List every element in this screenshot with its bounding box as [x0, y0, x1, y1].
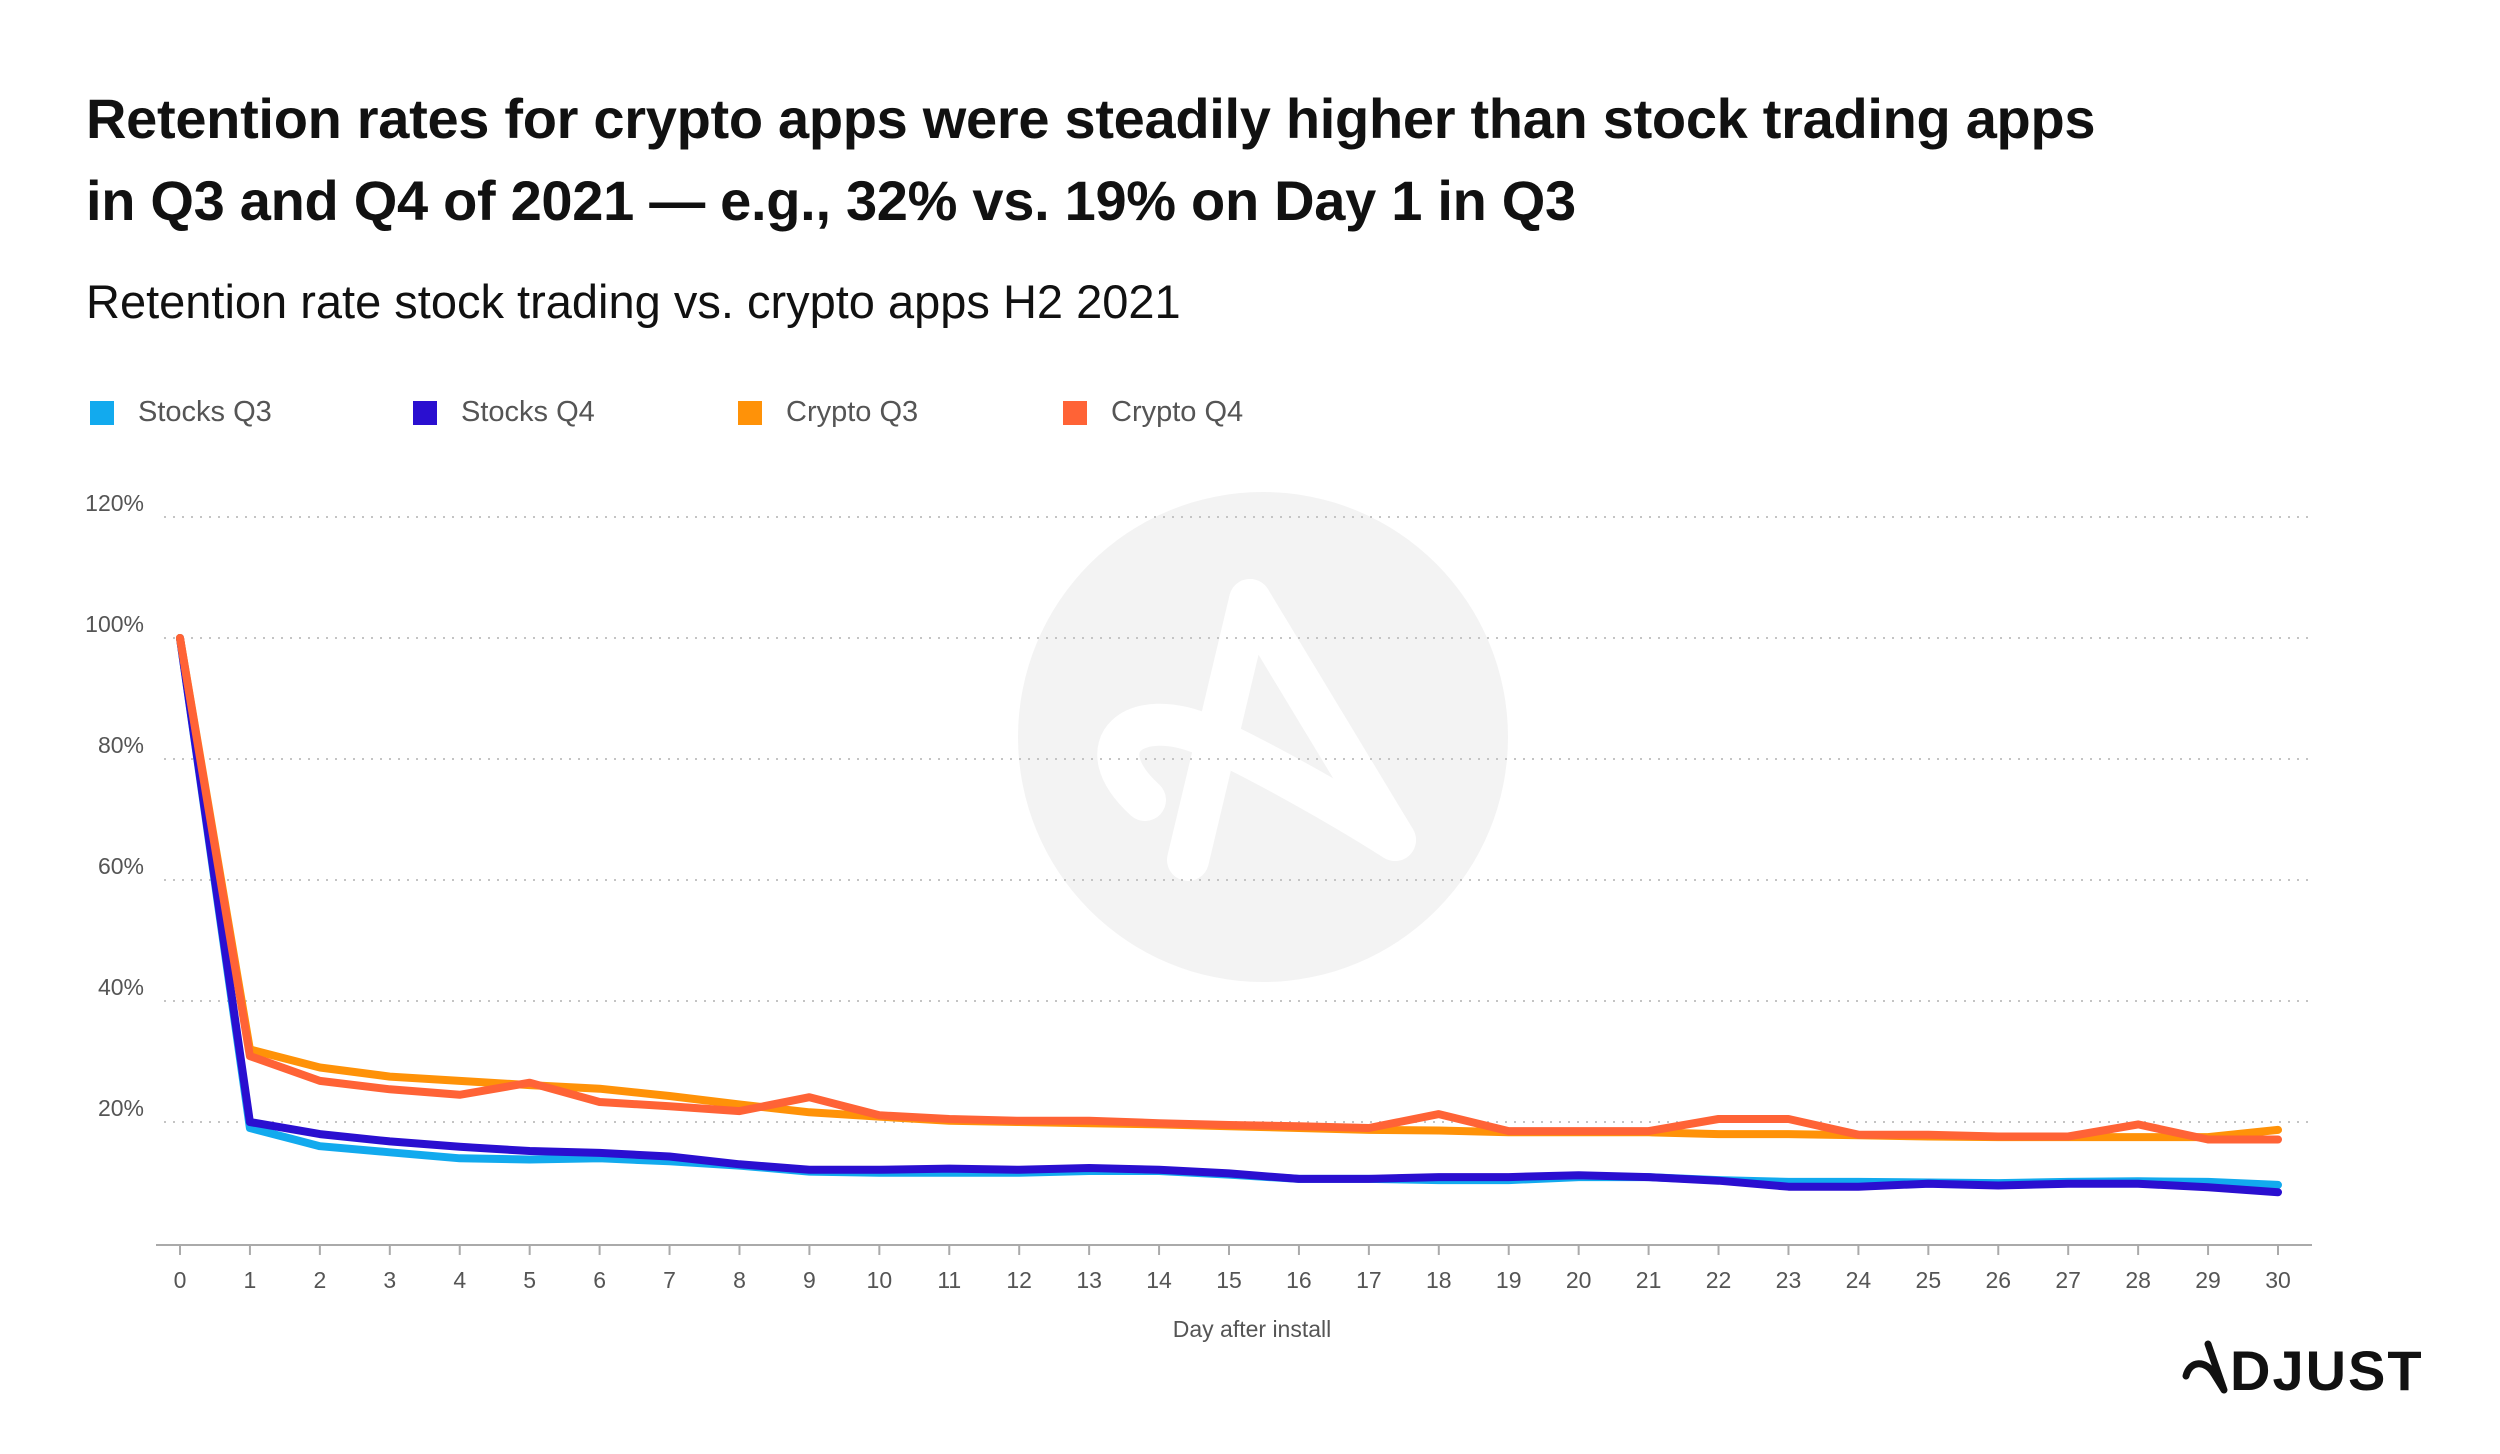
legend-swatch-crypto-q4 — [1063, 401, 1087, 425]
x-tick-label-10: 10 — [867, 1267, 893, 1293]
x-tick-label-0: 0 — [174, 1267, 187, 1293]
x-tick-label-5: 5 — [523, 1267, 536, 1293]
x-tick-label-24: 24 — [1846, 1267, 1872, 1293]
x-tick-label-14: 14 — [1146, 1267, 1172, 1293]
legend-label-stocks-q3: Stocks Q3 — [138, 396, 272, 428]
x-tick-label-16: 16 — [1286, 1267, 1312, 1293]
x-tick-label-29: 29 — [2195, 1267, 2221, 1293]
x-tick-label-15: 15 — [1216, 1267, 1242, 1293]
x-tick-label-3: 3 — [383, 1267, 396, 1293]
adjust-logo: DJUST — [2182, 1339, 2424, 1400]
legend-label-crypto-q3: Crypto Q3 — [786, 396, 919, 428]
legend-swatch-stocks-q4 — [413, 401, 437, 425]
x-tick-label-21: 21 — [1636, 1267, 1662, 1293]
x-tick-label-9: 9 — [803, 1267, 816, 1293]
legend-label-crypto-q4: Crypto Q4 — [1111, 396, 1244, 428]
x-axis-title: Day after install — [1173, 1316, 1332, 1342]
x-tick-label-23: 23 — [1776, 1267, 1802, 1293]
series-line-crypto-q4 — [176, 634, 2282, 1144]
y-tick-label-40: 40% — [98, 974, 144, 1000]
grid — [164, 516, 2315, 1123]
x-tick-label-17: 17 — [1356, 1267, 1382, 1293]
x-tick-label-13: 13 — [1076, 1267, 1102, 1293]
x-tick-label-1: 1 — [244, 1267, 257, 1293]
adjust-logo-mark — [2182, 1340, 2228, 1394]
x-tick-label-26: 26 — [1985, 1267, 2011, 1293]
x-tick-label-12: 12 — [1006, 1267, 1032, 1293]
legend-label-stocks-q4: Stocks Q4 — [461, 396, 595, 428]
x-tick-label-4: 4 — [453, 1267, 466, 1293]
x-tick-label-7: 7 — [663, 1267, 676, 1293]
y-tick-label-80: 80% — [98, 732, 144, 758]
headline: Retention rates for crypto apps were ste… — [86, 78, 2386, 242]
legend-swatch-crypto-q3 — [738, 401, 762, 425]
watermark-circle — [1018, 492, 1508, 982]
adjust-wordmark: DJUST — [2230, 1339, 2424, 1400]
x-tick-label-30: 30 — [2265, 1267, 2291, 1293]
x-tick-label-11: 11 — [937, 1267, 961, 1293]
chart-title: Retention rate stock trading vs. crypto … — [86, 275, 1181, 328]
headline-line-2: in Q3 and Q4 of 2021 — e.g., 32% vs. 19%… — [86, 169, 1576, 232]
x-tick-label-20: 20 — [1566, 1267, 1592, 1293]
headline-line-1: Retention rates for crypto apps were ste… — [86, 87, 2096, 150]
y-tick-label-60: 60% — [98, 853, 144, 879]
x-tick-label-2: 2 — [313, 1267, 326, 1293]
x-tick-label-6: 6 — [593, 1267, 606, 1293]
y-axis-ticks: 20% 40% 60% 80% 100% 120% — [85, 490, 144, 1121]
y-tick-label-120: 120% — [85, 490, 144, 516]
y-tick-label-20: 20% — [98, 1095, 144, 1121]
x-tick-label-22: 22 — [1706, 1267, 1732, 1293]
x-tick-label-19: 19 — [1496, 1267, 1522, 1293]
x-axis: 0 1 2 3 4 5 6 7 8 9 10 11 12 13 14 15 16 17 18 19 20 21 22 23 24… — [156, 1244, 2312, 1293]
watermark-logo-icon — [1097, 579, 1416, 881]
series-line-stocks-q4 — [176, 634, 2282, 1197]
y-tick-label-100: 100% — [85, 611, 144, 637]
legend-swatch-stocks-q3 — [90, 401, 114, 425]
x-tick-label-18: 18 — [1426, 1267, 1452, 1293]
watermark — [1018, 492, 1508, 982]
series-lines — [176, 634, 2282, 1197]
x-tick-label-27: 27 — [2055, 1267, 2081, 1293]
x-tick-label-25: 25 — [1916, 1267, 1942, 1293]
x-tick-label-28: 28 — [2125, 1267, 2151, 1293]
x-tick-label-8: 8 — [733, 1267, 746, 1293]
